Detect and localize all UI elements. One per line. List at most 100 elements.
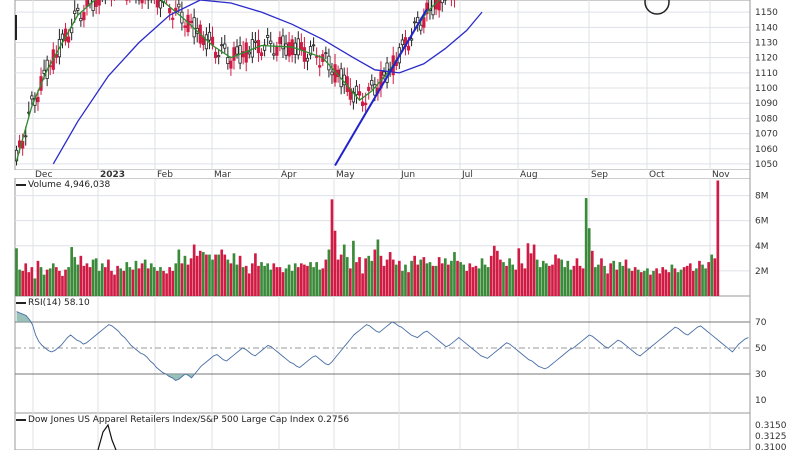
candle-body — [275, 46, 279, 56]
volume-bar — [64, 269, 67, 296]
candle-body — [213, 51, 218, 59]
volume-bar — [113, 274, 116, 296]
candle-body — [70, 27, 74, 34]
month-tick-label: Aug — [520, 170, 538, 180]
volume-bar — [70, 247, 73, 296]
volume-bar — [73, 257, 77, 296]
volume-tick-label: 4M — [755, 242, 769, 252]
volume-bar — [410, 260, 413, 296]
candle-body — [281, 35, 285, 50]
volume-bar — [134, 260, 138, 296]
rsi-title: RSI(14) — [28, 298, 62, 308]
candle-body — [311, 44, 316, 47]
volume-bar — [523, 268, 527, 296]
volume-bar — [116, 265, 119, 296]
candle-body — [76, 7, 80, 11]
volume-bar — [486, 267, 490, 296]
volume-bar — [465, 270, 469, 296]
volume-bar — [419, 259, 423, 296]
volume-bar — [45, 269, 49, 296]
candle-body — [367, 86, 371, 91]
volume-bar — [205, 254, 208, 296]
candle-body — [204, 34, 209, 50]
volume-bar — [682, 267, 686, 296]
candle-body — [30, 95, 34, 100]
volume-bar — [244, 265, 248, 296]
price-tick-label: 1090 — [755, 99, 778, 109]
price-tick-label: 1120 — [755, 54, 778, 64]
volume-bar — [146, 268, 150, 296]
volume-bar — [688, 263, 692, 296]
volume-bar — [315, 262, 318, 296]
volume-bar — [321, 268, 325, 296]
candle-body — [207, 31, 212, 41]
volume-bar — [186, 264, 190, 296]
volume-bar — [428, 262, 432, 296]
volume-bar — [232, 253, 236, 296]
ratio-tick-label: 0.3150 — [755, 421, 787, 431]
volume-bar — [649, 274, 652, 296]
volume-bar — [82, 265, 86, 296]
volume-bar — [541, 260, 545, 296]
volume-bar — [300, 263, 303, 296]
volume-bar — [548, 265, 551, 296]
volume-bar — [459, 262, 462, 296]
candle-body — [406, 45, 411, 51]
volume-bar — [174, 263, 178, 296]
month-tick-label: 2023 — [100, 170, 125, 180]
volume-bar — [91, 259, 95, 296]
candle-body — [266, 35, 270, 38]
volume-bar — [39, 267, 43, 296]
volume-bar — [342, 244, 346, 296]
volume-bar — [557, 258, 560, 296]
candle-body — [247, 51, 251, 55]
volume-bar — [284, 268, 288, 296]
candle-body — [330, 71, 334, 76]
volume-bar — [643, 270, 646, 296]
volume-bar — [238, 255, 242, 296]
volume-bar — [177, 249, 181, 296]
candle-body — [315, 56, 319, 58]
candle-body — [278, 37, 282, 44]
volume-bar — [220, 249, 224, 296]
candle-body — [400, 39, 405, 46]
candle-body — [416, 16, 420, 24]
volume-bar — [385, 259, 389, 296]
volume-bar — [566, 260, 570, 296]
ratio-line — [97, 423, 117, 450]
ratio-value: 0.2756 — [317, 415, 350, 425]
volume-bar — [597, 264, 600, 296]
volume-bar — [226, 259, 230, 296]
volume-bar — [79, 255, 83, 296]
candle-body — [210, 36, 215, 46]
volume-bar — [260, 262, 263, 296]
price-tick-label: 1110 — [755, 69, 778, 79]
rsi-line — [16, 311, 749, 382]
volume-bar — [535, 259, 539, 296]
month-tick-label: Feb — [157, 170, 173, 180]
candle-body — [91, 0, 95, 11]
volume-bar — [333, 230, 337, 296]
volume-bar — [269, 269, 273, 296]
volume-bar — [278, 267, 282, 296]
volume-bar — [646, 268, 649, 296]
volume-bar — [352, 240, 355, 296]
candle-body — [419, 24, 423, 31]
candle-body — [253, 40, 258, 43]
volume-bar — [673, 268, 677, 296]
volume-bar — [692, 270, 695, 296]
volume-bar — [520, 263, 524, 296]
volume-bar — [131, 269, 135, 296]
volume-bar — [569, 269, 573, 296]
candle-body — [66, 36, 71, 43]
annotation-circle — [644, 0, 670, 15]
volume-bar — [575, 258, 579, 296]
volume-bar — [590, 250, 594, 296]
volume-bar — [345, 257, 349, 296]
volume-bar — [339, 254, 343, 296]
volume-bar — [422, 257, 426, 296]
volume-bar — [48, 268, 52, 296]
volume-swatch — [16, 183, 26, 186]
volume-bar — [254, 253, 257, 296]
volume-bar — [496, 250, 499, 296]
